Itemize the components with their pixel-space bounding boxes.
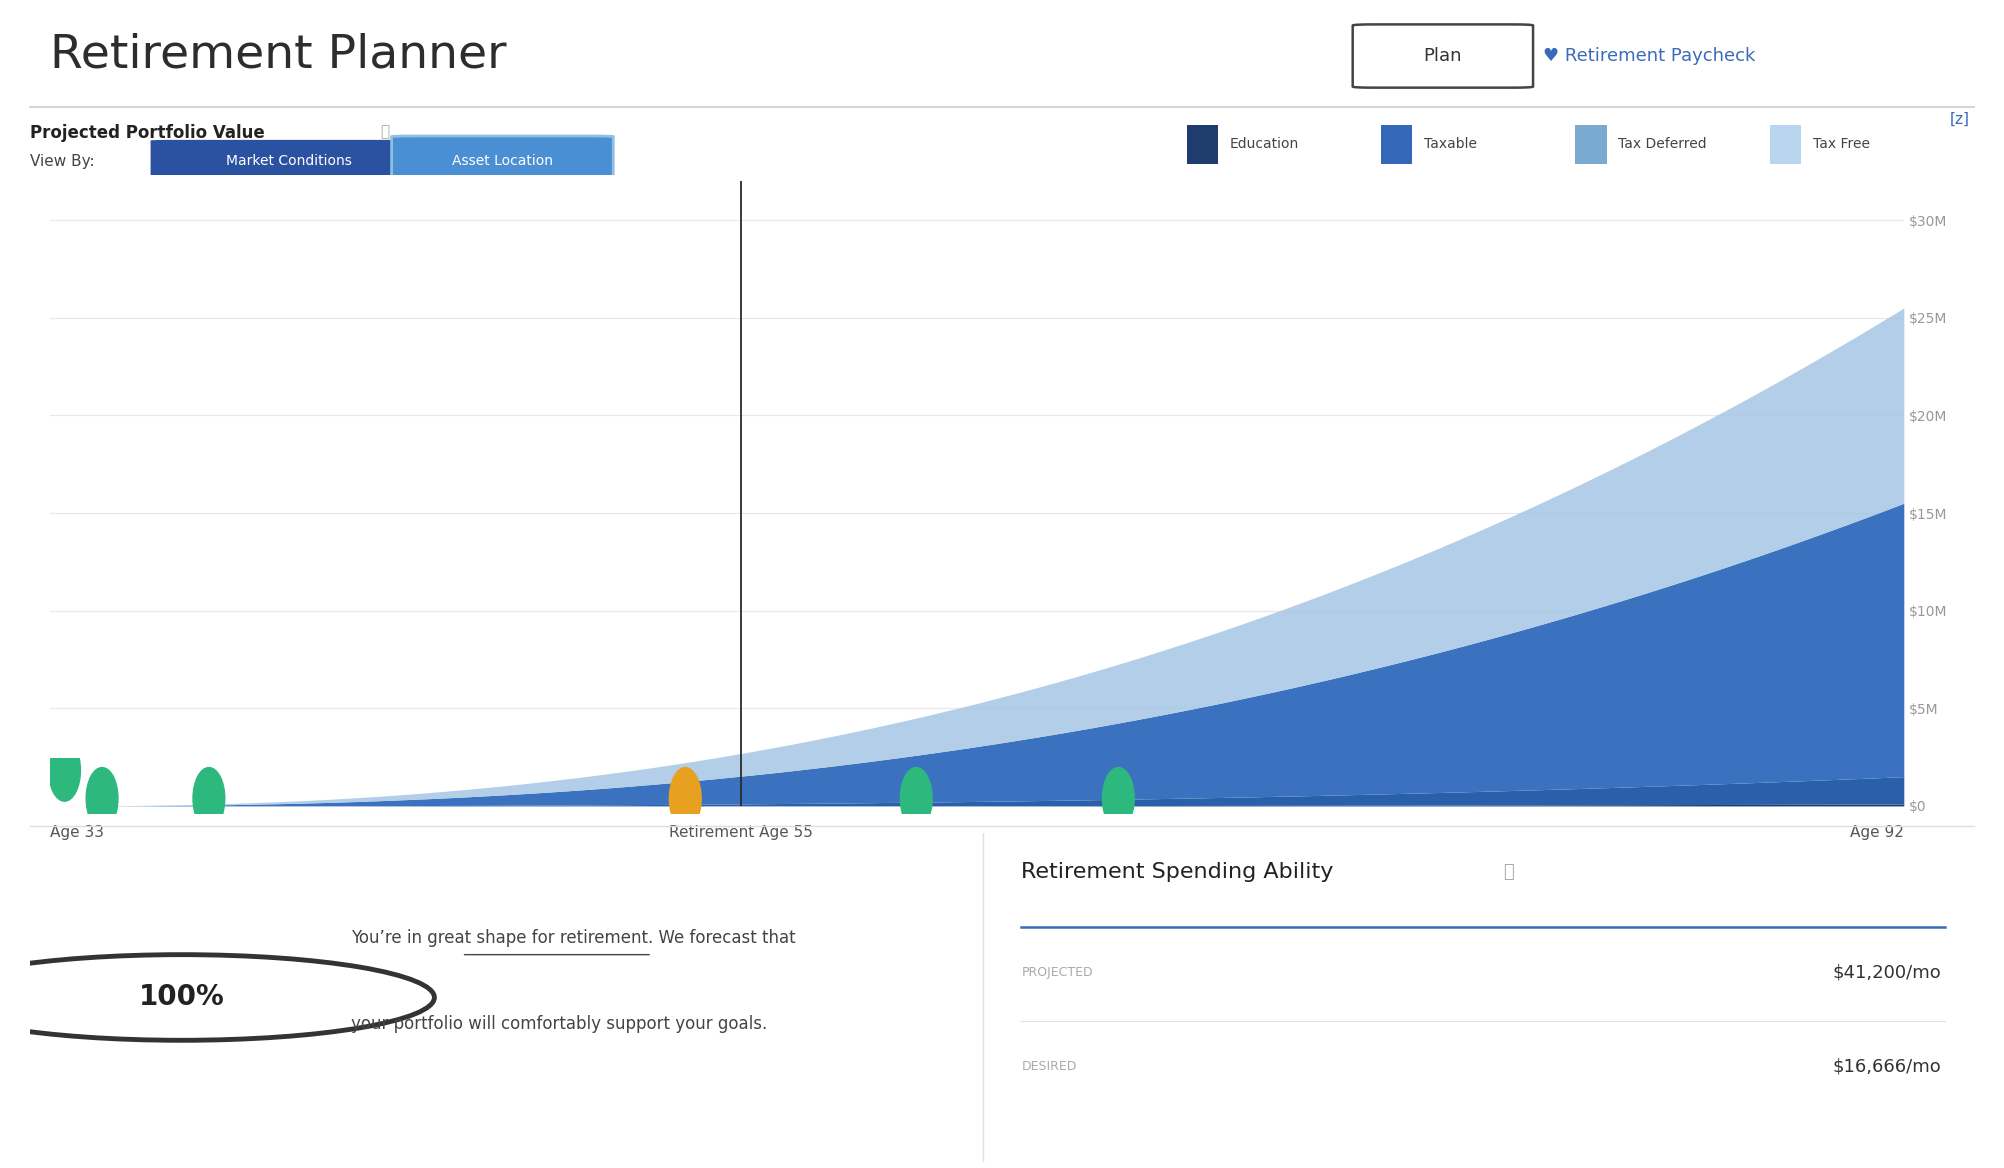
Text: Tax Free: Tax Free <box>1812 138 1870 152</box>
FancyBboxPatch shape <box>1353 25 1533 88</box>
Text: 100%: 100% <box>138 983 224 1011</box>
FancyBboxPatch shape <box>1186 125 1218 164</box>
Text: Market Conditions: Market Conditions <box>226 154 351 168</box>
Text: Projected Portfolio Value: Projected Portfolio Value <box>30 124 265 141</box>
Text: DESIRED: DESIRED <box>1022 1061 1076 1073</box>
Circle shape <box>900 767 932 829</box>
Circle shape <box>0 954 435 1041</box>
Text: ⓘ: ⓘ <box>1503 863 1515 882</box>
FancyBboxPatch shape <box>1381 125 1413 164</box>
Text: Education: Education <box>1228 138 1299 152</box>
Text: Asset Location: Asset Location <box>453 154 553 168</box>
FancyBboxPatch shape <box>150 140 427 181</box>
Text: Age 33: Age 33 <box>50 826 104 840</box>
Circle shape <box>86 767 118 829</box>
Text: View By:: View By: <box>30 153 94 168</box>
Text: Age 92: Age 92 <box>1850 826 1904 840</box>
Text: $41,200/mo: $41,200/mo <box>1832 964 1942 982</box>
Text: Tax Deferred: Tax Deferred <box>1617 138 1707 152</box>
Circle shape <box>48 739 80 801</box>
FancyBboxPatch shape <box>391 135 613 183</box>
Text: [z]: [z] <box>1950 112 1970 127</box>
Text: PROJECTED: PROJECTED <box>1022 966 1092 979</box>
FancyBboxPatch shape <box>1770 125 1802 164</box>
FancyBboxPatch shape <box>1575 125 1607 164</box>
Text: $16,666/mo: $16,666/mo <box>1832 1058 1942 1076</box>
Text: Plan: Plan <box>1423 47 1463 65</box>
Text: ♥ Retirement Paycheck: ♥ Retirement Paycheck <box>1543 47 1756 65</box>
Text: Retirement Planner: Retirement Planner <box>50 33 507 78</box>
Circle shape <box>669 767 701 829</box>
Circle shape <box>1102 767 1134 829</box>
Text: ⓘ: ⓘ <box>381 124 389 139</box>
Text: Taxable: Taxable <box>1423 138 1477 152</box>
Text: your portfolio will comfortably support your goals.: your portfolio will comfortably support … <box>351 1015 768 1033</box>
Text: You’re in great shape for retirement. We forecast that: You’re in great shape for retirement. We… <box>351 930 796 947</box>
Text: Retirement Age 55: Retirement Age 55 <box>669 826 814 840</box>
Text: Retirement Spending Ability: Retirement Spending Ability <box>1022 862 1335 882</box>
Circle shape <box>192 767 224 829</box>
